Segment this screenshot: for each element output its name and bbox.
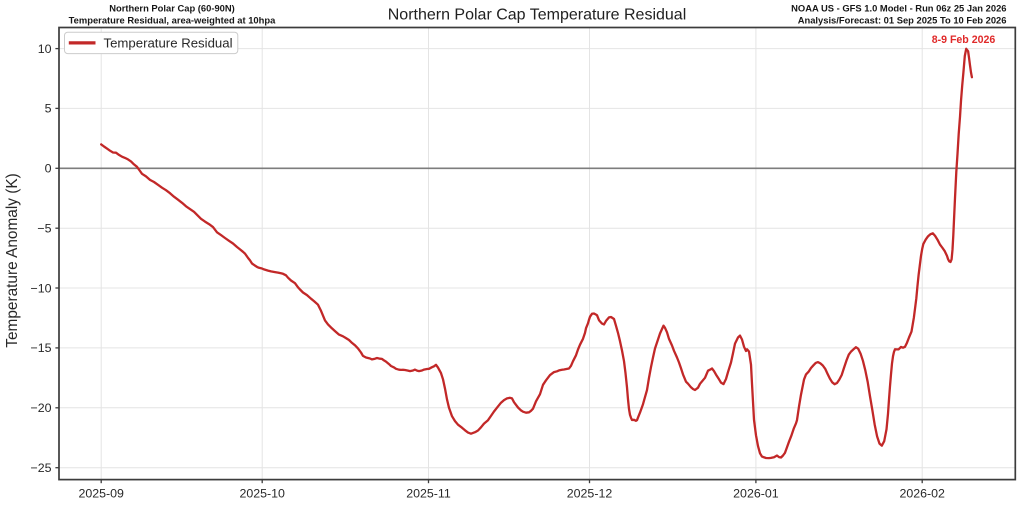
svg-text:NOAA US - GFS 1.0 Model - Run: NOAA US - GFS 1.0 Model - Run 06z 25 Jan… [791,3,1006,14]
svg-text:0: 0 [45,162,52,176]
svg-text:2025-12: 2025-12 [567,487,613,501]
svg-text:Northern Polar Cap Temperature: Northern Polar Cap Temperature Residual [388,7,687,24]
svg-text:Analysis/Forecast: 01 Sep 2025: Analysis/Forecast: 01 Sep 2025 To 10 Feb… [798,15,1007,26]
svg-text:2025-09: 2025-09 [78,487,124,501]
svg-text:2026-02: 2026-02 [899,487,945,501]
svg-text:8-9 Feb 2026: 8-9 Feb 2026 [932,34,996,46]
svg-text:−25: −25 [30,461,51,475]
svg-text:5: 5 [45,102,52,116]
svg-text:10: 10 [38,42,52,56]
svg-text:−15: −15 [30,341,51,355]
svg-text:Northern Polar Cap (60-90N): Northern Polar Cap (60-90N) [109,3,235,14]
svg-text:−10: −10 [30,281,51,295]
svg-text:Temperature Residual, area-wei: Temperature Residual, area-weighted at 1… [69,15,276,26]
svg-text:2025-10: 2025-10 [239,487,285,501]
svg-text:Temperature Anomaly (K): Temperature Anomaly (K) [4,173,21,348]
svg-text:−20: −20 [30,401,51,415]
svg-text:2026-01: 2026-01 [733,487,779,501]
svg-text:Temperature Residual: Temperature Residual [104,35,233,50]
svg-text:2025-11: 2025-11 [406,487,451,501]
svg-text:−5: −5 [37,222,51,236]
